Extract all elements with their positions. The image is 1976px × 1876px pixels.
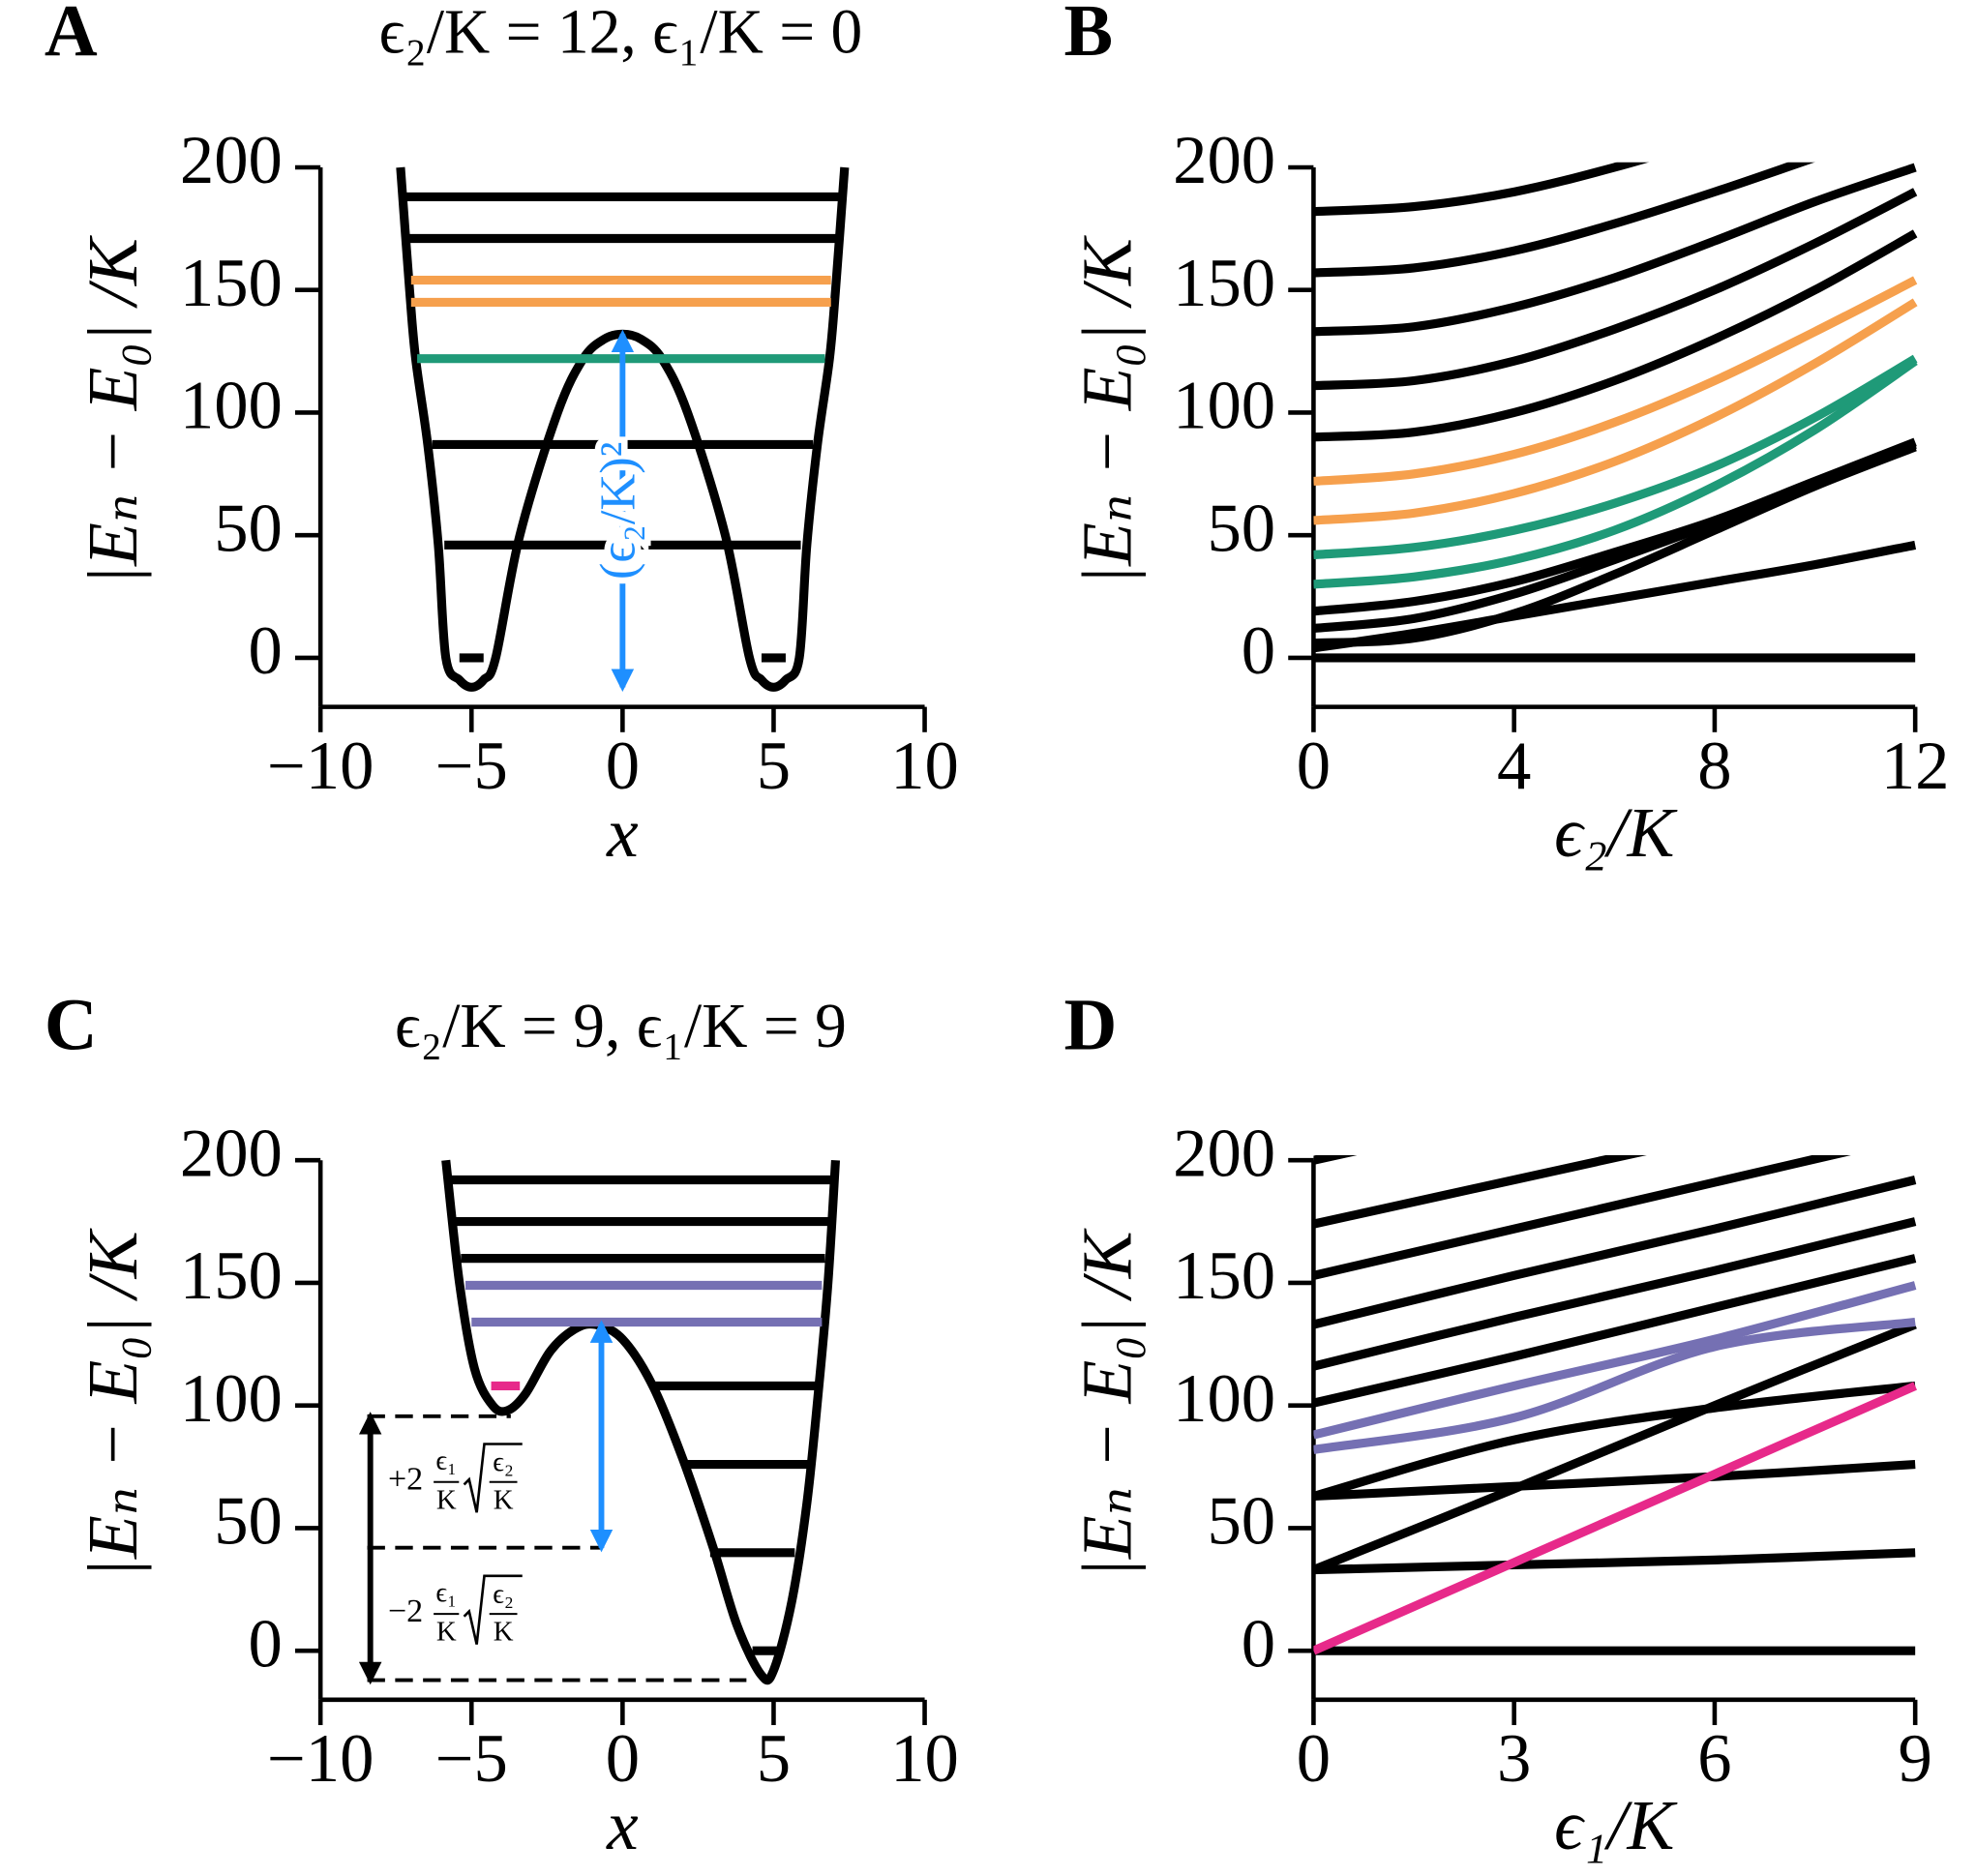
series-line xyxy=(1313,298,1918,525)
formula-coef: +2 xyxy=(388,1462,423,1498)
series-line xyxy=(1313,276,1918,486)
formula-den: K xyxy=(494,1484,514,1515)
x-tick-label: −5 xyxy=(435,729,508,804)
series-line xyxy=(1313,354,1918,560)
series-line xyxy=(1313,1320,1917,1574)
x-axis-label: x xyxy=(606,1786,639,1864)
series-line xyxy=(1313,1154,1851,1280)
x-tick-label: 5 xyxy=(757,729,791,804)
y-tick-label: 200 xyxy=(1173,123,1275,198)
series-line xyxy=(1313,229,1918,442)
y-tick-label: 0 xyxy=(1242,613,1275,689)
x-tick-label: 6 xyxy=(1697,1721,1731,1797)
x-tick-label: 0 xyxy=(606,729,640,804)
x-tick-label: 4 xyxy=(1497,729,1531,804)
x-tick-label: 0 xyxy=(1297,729,1331,804)
series-line xyxy=(1313,1217,1917,1371)
y-tick-label: 0 xyxy=(249,613,283,689)
y-axis-label: |Eₙ − E₀| /K xyxy=(1068,234,1147,585)
x-axis-label: x xyxy=(606,793,639,872)
x-tick-label: 0 xyxy=(1297,1721,1331,1797)
panel-title: ϵ₂/K = 12, ϵ₁/K = 0 xyxy=(379,0,863,67)
formula: −2 ϵ₁ Kϵ₂ K xyxy=(388,1574,523,1648)
y-tick-label: 0 xyxy=(249,1606,283,1682)
series-line xyxy=(1313,540,1917,653)
arrow-label: (ϵ₂/K)² xyxy=(589,442,645,580)
formula-den: K xyxy=(494,1617,514,1648)
y-tick-label: 100 xyxy=(180,369,283,444)
formula-den: K xyxy=(436,1484,457,1515)
formula-num: ϵ₁ xyxy=(435,1577,457,1608)
x-tick-label: −10 xyxy=(267,729,374,804)
series-line xyxy=(1313,1381,1916,1501)
x-tick-label: −5 xyxy=(435,1721,508,1797)
y-axis-label: |Eₙ − E₀| /K xyxy=(74,1227,152,1578)
x-tick-label: 9 xyxy=(1898,1721,1931,1797)
formula-coef: −2 xyxy=(388,1593,423,1629)
formula-num: ϵ₁ xyxy=(435,1445,457,1476)
x-tick-label: 12 xyxy=(1881,729,1950,804)
series-line xyxy=(1313,1176,1917,1329)
y-tick-label: 200 xyxy=(1173,1116,1275,1191)
y-axis-label: |Eₙ − E₀| /K xyxy=(1068,1227,1147,1578)
panel-letter: B xyxy=(1064,0,1114,72)
y-tick-label: 50 xyxy=(1207,491,1275,566)
series-line xyxy=(1313,1281,1917,1440)
y-tick-label: 150 xyxy=(1173,1238,1275,1314)
formula-num: ϵ₂ xyxy=(493,1578,514,1609)
x-tick-label: 10 xyxy=(890,729,959,804)
y-tick-label: 100 xyxy=(180,1361,283,1437)
plot-area xyxy=(1313,162,1918,663)
series-line xyxy=(1313,162,1649,217)
series-line xyxy=(1313,163,1917,337)
series-line xyxy=(1313,1154,1647,1229)
series-line xyxy=(1313,188,1918,391)
series-line xyxy=(1313,1459,1916,1502)
y-tick-label: 200 xyxy=(180,123,283,198)
x-tick-label: 0 xyxy=(606,1721,640,1797)
y-tick-label: 50 xyxy=(214,1484,283,1560)
sqrt-sign xyxy=(463,1443,523,1513)
formula: +2 ϵ₁ Kϵ₂ K xyxy=(388,1443,523,1515)
panel-title: ϵ₂/K = 9, ϵ₁/K = 9 xyxy=(395,992,847,1061)
plot-area xyxy=(1313,1154,1918,1655)
series-line xyxy=(1313,1548,1916,1575)
y-tick-label: 150 xyxy=(180,1238,283,1314)
series-line xyxy=(1313,1254,1917,1408)
y-tick-label: 100 xyxy=(1173,1361,1275,1437)
series-line xyxy=(1313,162,1815,278)
formula-num: ϵ₂ xyxy=(493,1446,514,1477)
series-line xyxy=(1313,357,1918,589)
y-tick-label: 50 xyxy=(1207,1484,1275,1560)
panel-letter: D xyxy=(1064,984,1118,1065)
sqrt-sign xyxy=(463,1574,523,1645)
series-line xyxy=(1313,1382,1918,1655)
series-line xyxy=(441,1159,841,1685)
panel-letter: A xyxy=(45,0,98,72)
x-tick-label: 10 xyxy=(890,1721,959,1797)
series-line xyxy=(1313,1154,1358,1165)
x-tick-label: 8 xyxy=(1697,729,1731,804)
y-tick-label: 0 xyxy=(1242,1606,1275,1682)
panel-letter: C xyxy=(45,984,98,1065)
series-line xyxy=(1313,1317,1916,1454)
formula-den: K xyxy=(436,1617,457,1648)
y-axis-label: |Eₙ − E₀| /K xyxy=(74,234,152,585)
y-tick-label: 100 xyxy=(1173,369,1275,444)
x-tick-label: 3 xyxy=(1497,1721,1531,1797)
plot-area xyxy=(441,1159,841,1685)
y-tick-label: 200 xyxy=(180,1116,283,1191)
y-tick-label: 150 xyxy=(1173,246,1275,321)
x-axis-label: ϵ₁/K xyxy=(1554,1786,1678,1864)
x-tick-label: −10 xyxy=(267,1721,374,1797)
x-tick-label: 5 xyxy=(757,1721,791,1797)
x-axis-label: ϵ₂/K xyxy=(1554,793,1678,872)
y-tick-label: 50 xyxy=(214,491,283,566)
series-line xyxy=(1313,437,1917,616)
y-tick-label: 150 xyxy=(180,246,283,321)
